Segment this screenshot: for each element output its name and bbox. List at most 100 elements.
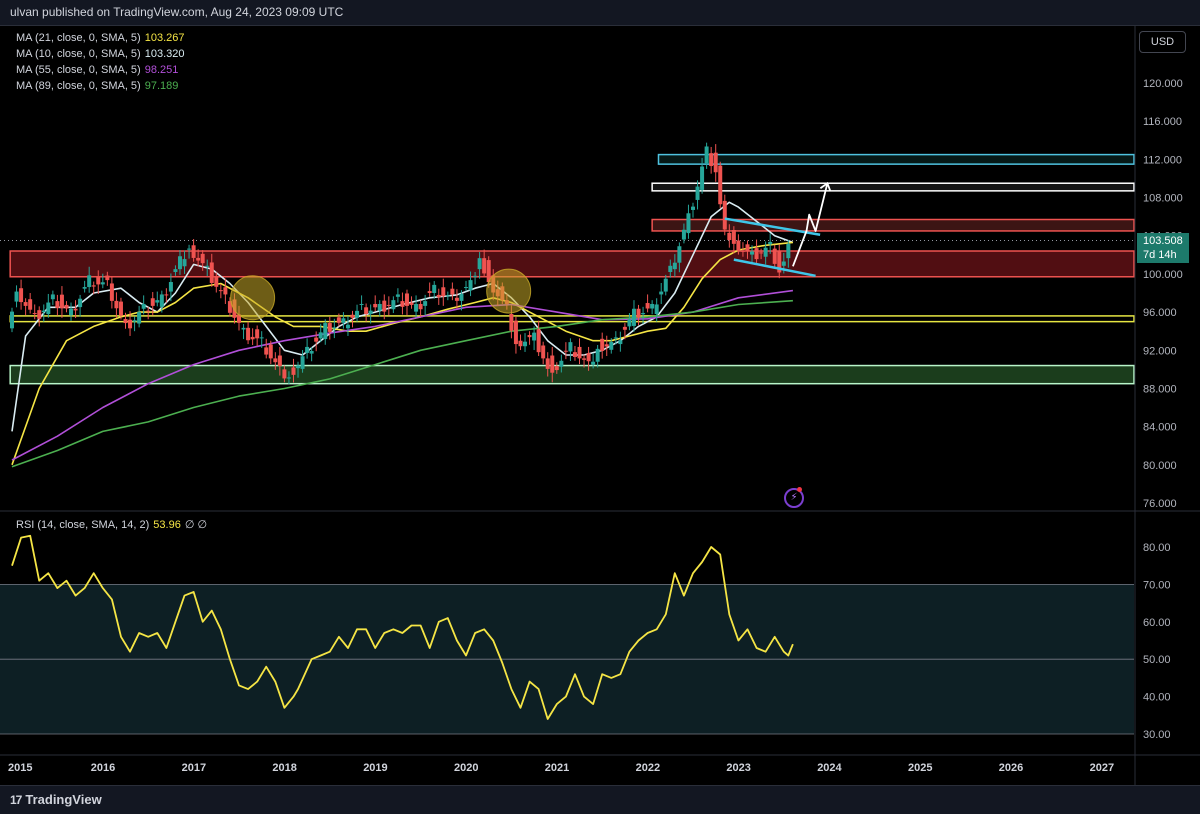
ma-line-ma21 bbox=[11, 241, 793, 466]
candle-body bbox=[350, 314, 355, 318]
candle-body bbox=[432, 284, 437, 293]
price-tick-label: 116.000 bbox=[1143, 116, 1182, 128]
legend-row-ma21[interactable]: MA (21, close, 0, SMA, 5) 103.267 bbox=[16, 30, 184, 46]
candle-body bbox=[314, 337, 319, 342]
lightning-icon[interactable]: ⚡ bbox=[784, 488, 804, 508]
candle-body bbox=[641, 313, 646, 315]
ma-line-ma89 bbox=[11, 299, 793, 468]
time-tick-label: 2020 bbox=[454, 762, 478, 774]
candle-body bbox=[87, 275, 92, 288]
candle-body bbox=[395, 294, 400, 297]
candle-body bbox=[368, 310, 373, 314]
candle-body bbox=[613, 337, 618, 339]
chart-canvas[interactable]: 76.000 80.000 84.000 88.000 92.000 96.000 100.… bbox=[0, 26, 1200, 785]
bar-countdown: 7d 14h bbox=[1143, 249, 1177, 261]
time-tick-label: 2025 bbox=[908, 762, 932, 774]
legend-label: MA (21, close, 0, SMA, 5) bbox=[16, 32, 141, 44]
candle-body bbox=[46, 302, 51, 314]
legend-row-ma55[interactable]: MA (55, close, 0, SMA, 5) 98.251 bbox=[16, 62, 184, 78]
candle-body bbox=[132, 320, 137, 322]
candle-body bbox=[518, 340, 523, 347]
candle-body bbox=[786, 243, 791, 259]
candle-body bbox=[709, 153, 714, 167]
candle-body bbox=[509, 314, 514, 331]
candle-body bbox=[609, 341, 614, 350]
candle-body bbox=[486, 260, 491, 283]
price-tick-label: 108.000 bbox=[1143, 193, 1183, 205]
candle-body bbox=[400, 301, 405, 307]
rsi-pane[interactable] bbox=[0, 534, 1134, 735]
candle-body bbox=[477, 258, 482, 270]
time-tick-label: 2018 bbox=[272, 762, 296, 774]
tradingview-logo[interactable]: 17 TradingView bbox=[10, 792, 102, 807]
candle-body bbox=[586, 353, 591, 362]
legend-row-ma89[interactable]: MA (89, close, 0, SMA, 5) 97.189 bbox=[16, 78, 184, 94]
logo-mark: 17 bbox=[10, 793, 22, 807]
candle-body bbox=[686, 213, 691, 234]
candle-body bbox=[214, 276, 219, 287]
candle-body bbox=[781, 261, 786, 266]
candle-body bbox=[182, 259, 187, 267]
candle-body bbox=[277, 355, 282, 367]
candle-body bbox=[28, 299, 33, 310]
time-tick-label: 2022 bbox=[636, 762, 660, 774]
candle-body bbox=[237, 314, 241, 323]
candle-body bbox=[218, 290, 223, 292]
legend-value: 103.320 bbox=[144, 48, 185, 60]
highlight-circle bbox=[230, 275, 276, 321]
candle-body bbox=[286, 377, 291, 379]
candle-body bbox=[763, 247, 768, 257]
candle-body bbox=[577, 346, 582, 359]
legend-label: MA (89, close, 0, SMA, 5) bbox=[16, 80, 141, 92]
candle-body bbox=[177, 256, 182, 270]
notification-dot bbox=[797, 487, 802, 492]
legend-value: 103.267 bbox=[144, 32, 185, 44]
candle-body bbox=[250, 336, 255, 340]
price-tick-label: 96.000 bbox=[1143, 307, 1177, 319]
candle-body bbox=[563, 350, 568, 352]
red-zone-main bbox=[9, 250, 1135, 278]
candle-body bbox=[137, 312, 142, 324]
price-tick-label: 88.000 bbox=[1143, 383, 1177, 395]
candle-body bbox=[91, 285, 96, 287]
price-tick-label: 112.000 bbox=[1143, 154, 1182, 166]
candle-body bbox=[727, 232, 732, 241]
candle-body bbox=[373, 303, 378, 308]
candle-body bbox=[128, 319, 133, 329]
price-pane[interactable] bbox=[0, 142, 1135, 468]
candle-body bbox=[255, 329, 260, 339]
candle-body bbox=[41, 310, 46, 313]
candle-body bbox=[50, 294, 55, 300]
candle-body bbox=[173, 269, 178, 272]
currency-button[interactable]: USD bbox=[1139, 31, 1186, 53]
legend-row-ma10[interactable]: MA (10, close, 0, SMA, 5) 103.320 bbox=[16, 46, 184, 62]
time-tick-label: 2016 bbox=[91, 762, 115, 774]
candle-body bbox=[550, 355, 555, 373]
candle-body bbox=[168, 282, 173, 292]
brand-name: TradingView bbox=[25, 792, 102, 807]
candle-body bbox=[677, 246, 682, 263]
candle-body bbox=[345, 324, 350, 329]
candle-body bbox=[282, 369, 287, 379]
candle-body bbox=[736, 240, 741, 251]
rsi-tick-label: 60.00 bbox=[1143, 617, 1171, 629]
candle-body bbox=[459, 293, 464, 301]
candle-body bbox=[532, 332, 537, 341]
candle-body bbox=[600, 338, 605, 351]
time-tick-label: 2015 bbox=[8, 762, 32, 774]
price-tick-label: 76.000 bbox=[1143, 498, 1177, 510]
candle-body bbox=[545, 358, 550, 369]
candle-body bbox=[627, 319, 632, 327]
candle-body bbox=[423, 301, 428, 306]
candle-body bbox=[246, 327, 251, 341]
candle-body bbox=[772, 248, 777, 264]
footer: 17 TradingView bbox=[0, 785, 1200, 814]
candle-body bbox=[582, 358, 587, 360]
time-tick-label: 2023 bbox=[726, 762, 750, 774]
rsi-legend[interactable]: RSI (14, close, SMA, 14, 2) 53.96 ∅ ∅ bbox=[16, 517, 207, 533]
price-tick-label: 84.000 bbox=[1143, 422, 1177, 434]
candle-body bbox=[768, 241, 773, 245]
trendline bbox=[724, 217, 821, 237]
candle-body bbox=[473, 275, 478, 277]
candle-body bbox=[114, 300, 119, 309]
